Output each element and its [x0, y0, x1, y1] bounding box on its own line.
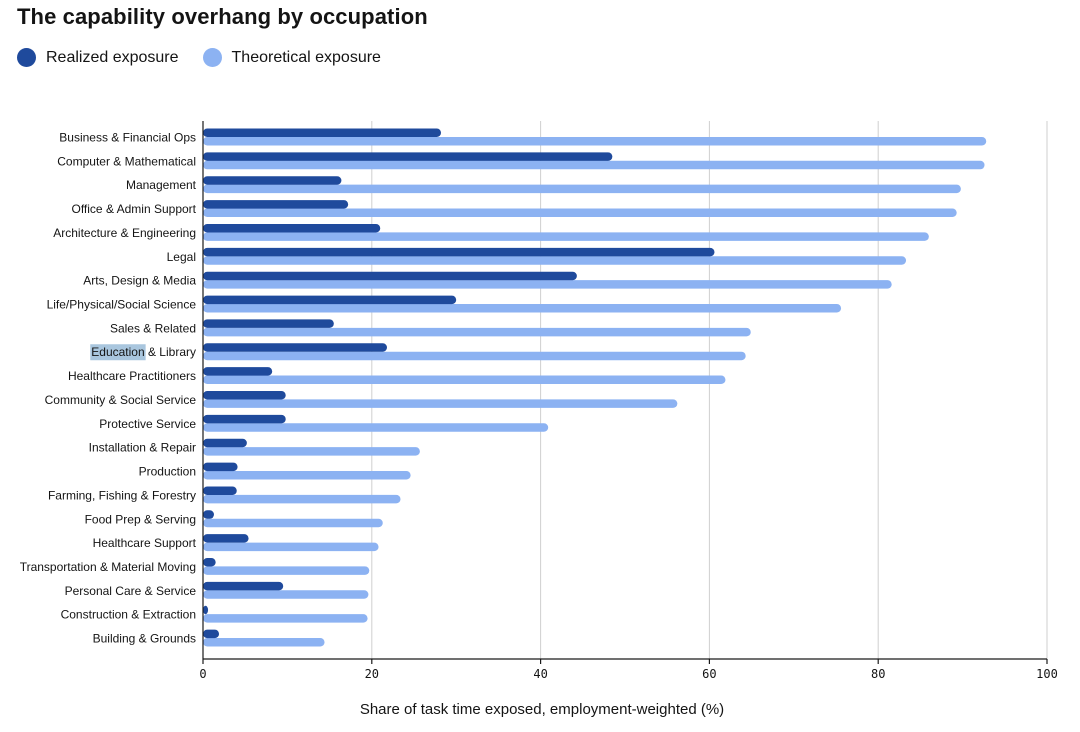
- category-label-office-admin-support: Office & Admin Support: [71, 202, 196, 216]
- bar-theoretical-construction-extraction: [203, 614, 368, 623]
- bar-realized-construction-extraction: [203, 605, 209, 615]
- bar-theoretical-architecture-engineering: [203, 232, 929, 241]
- text-highlight: [90, 344, 146, 361]
- x-tick-label-20: 20: [365, 667, 379, 681]
- bar-realized-architecture-engineering: [203, 223, 381, 233]
- bar-realized-sales-related: [203, 319, 334, 328]
- bar-realized-healthcare-support: [203, 534, 249, 543]
- bar-theoretical-production: [203, 470, 411, 480]
- bar-realized-computer-mathematical: [203, 152, 613, 161]
- bar-theoretical-management: [203, 184, 961, 194]
- x-tick-label-40: 40: [533, 667, 547, 681]
- legend-item-theoretical: Theoretical exposure: [202, 48, 381, 67]
- category-label-installation-repair: Installation & Repair: [89, 441, 196, 455]
- bar-realized-legal: [203, 247, 715, 257]
- chart-title: The capability overhang by occupation: [17, 4, 428, 29]
- legend-swatch-realized: [17, 48, 36, 67]
- x-tick-label-0: 0: [199, 667, 206, 681]
- category-label-farming-fishing-forestry: Farming, Fishing & Forestry: [48, 488, 196, 502]
- bar-theoretical-sales-related: [203, 327, 751, 337]
- bar-theoretical-healthcare-support: [203, 542, 379, 552]
- bar-realized-building-grounds: [203, 629, 220, 639]
- bar-theoretical-community-social-service: [203, 399, 678, 408]
- bar-theoretical-food-prep-serving: [203, 518, 383, 528]
- category-label-education-library: Education & Library: [91, 345, 196, 359]
- bar-theoretical-installation-repair: [203, 447, 420, 456]
- category-label-food-prep-serving: Food Prep & Serving: [85, 512, 196, 526]
- x-tick-label-100: 100: [1036, 667, 1058, 681]
- bar-realized-business-financial-ops: [203, 128, 442, 138]
- bar-realized-installation-repair: [203, 438, 247, 448]
- legend-item-realized: Realized exposure: [17, 48, 179, 67]
- category-label-life-physical-social-science: Life/Physical/Social Science: [47, 298, 197, 312]
- category-label-transportation-material-moving: Transportation & Material Moving: [20, 560, 196, 574]
- legend: Realized exposure Theoretical exposure: [17, 48, 405, 67]
- bar-realized-personal-care-service: [203, 581, 284, 591]
- category-label-arts-design-media: Arts, Design & Media: [83, 274, 196, 288]
- bar-realized-food-prep-serving: [203, 510, 214, 519]
- x-tick-label-60: 60: [702, 667, 716, 681]
- category-label-legal: Legal: [167, 250, 196, 264]
- legend-label-realized: Realized exposure: [46, 48, 179, 66]
- bar-theoretical-farming-fishing-forestry: [203, 494, 401, 504]
- bar-theoretical-healthcare-practitioners: [203, 375, 726, 385]
- bar-realized-office-admin-support: [203, 200, 349, 209]
- bar-theoretical-transportation-material-moving: [203, 566, 370, 575]
- category-label-protective-service: Protective Service: [99, 417, 196, 431]
- bar-theoretical-life-physical-social-science: [203, 303, 842, 313]
- bar-realized-transportation-material-moving: [203, 558, 216, 567]
- category-label-business-financial-ops: Business & Financial Ops: [59, 131, 196, 145]
- bar-realized-management: [203, 176, 342, 185]
- bar-realized-protective-service: [203, 414, 286, 424]
- bar-theoretical-computer-mathematical: [203, 160, 985, 170]
- bar-theoretical-legal: [203, 256, 907, 265]
- bar-theoretical-office-admin-support: [203, 208, 957, 218]
- bar-realized-education-library: [203, 343, 387, 352]
- legend-label-theoretical: Theoretical exposure: [231, 48, 381, 66]
- bar-theoretical-business-financial-ops: [203, 136, 987, 146]
- category-label-production: Production: [139, 465, 196, 479]
- bar-theoretical-education-library: [203, 351, 746, 361]
- legend-swatch-theoretical: [202, 48, 222, 67]
- x-tick-label-80: 80: [871, 667, 885, 681]
- category-label-personal-care-service: Personal Care & Service: [65, 584, 197, 598]
- bar-realized-community-social-service: [203, 391, 286, 400]
- bar-realized-farming-fishing-forestry: [203, 486, 237, 495]
- bar-realized-healthcare-practitioners: [203, 367, 273, 376]
- category-label-architecture-engineering: Architecture & Engineering: [53, 226, 196, 240]
- category-label-construction-extraction: Construction & Extraction: [61, 608, 196, 622]
- category-label-building-grounds: Building & Grounds: [93, 632, 196, 646]
- category-label-computer-mathematical: Computer & Mathematical: [57, 154, 196, 168]
- bar-theoretical-protective-service: [203, 423, 549, 432]
- category-label-healthcare-practitioners: Healthcare Practitioners: [68, 369, 196, 383]
- bar-realized-production: [203, 462, 238, 472]
- category-label-sales-related: Sales & Related: [110, 321, 196, 335]
- bar-theoretical-arts-design-media: [203, 280, 892, 289]
- category-label-management: Management: [126, 178, 197, 192]
- category-label-healthcare-support: Healthcare Support: [93, 536, 197, 550]
- bar-theoretical-building-grounds: [203, 638, 325, 647]
- category-label-community-social-service: Community & Social Service: [45, 393, 197, 407]
- bar-theoretical-personal-care-service: [203, 590, 369, 599]
- bar-realized-arts-design-media: [203, 271, 577, 281]
- bar-realized-life-physical-social-science: [203, 295, 457, 305]
- x-axis-label: Share of task time exposed, employment-w…: [360, 701, 724, 718]
